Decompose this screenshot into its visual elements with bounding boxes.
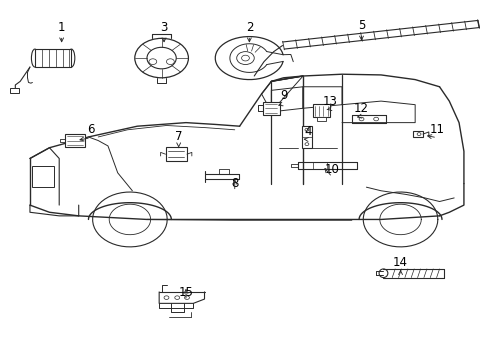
Bar [412, 131, 422, 137]
Bar [10, 88, 19, 93]
Text: 7: 7 [175, 130, 182, 144]
Ellipse shape [31, 49, 38, 67]
Text: 10: 10 [324, 163, 339, 176]
Bar [165, 147, 186, 161]
Text: 3: 3 [160, 21, 167, 34]
Text: 13: 13 [322, 95, 337, 108]
Text: 11: 11 [429, 123, 444, 136]
Ellipse shape [378, 269, 387, 278]
Ellipse shape [68, 49, 75, 67]
Bar [316, 117, 326, 121]
Bar [302, 126, 311, 148]
Bar [312, 104, 330, 117]
Bar [262, 102, 280, 116]
Text: 1: 1 [58, 21, 65, 34]
Text: 12: 12 [353, 102, 368, 115]
Text: 4: 4 [304, 125, 311, 138]
Text: 2: 2 [245, 21, 253, 34]
Text: 5: 5 [357, 19, 365, 32]
Text: 8: 8 [231, 177, 238, 190]
Text: 9: 9 [279, 89, 286, 102]
Text: 14: 14 [392, 256, 407, 269]
Bar [32, 166, 54, 187]
Bar [65, 134, 84, 147]
Text: 6: 6 [87, 123, 95, 136]
Bar [35, 49, 71, 67]
Text: 15: 15 [178, 287, 193, 300]
